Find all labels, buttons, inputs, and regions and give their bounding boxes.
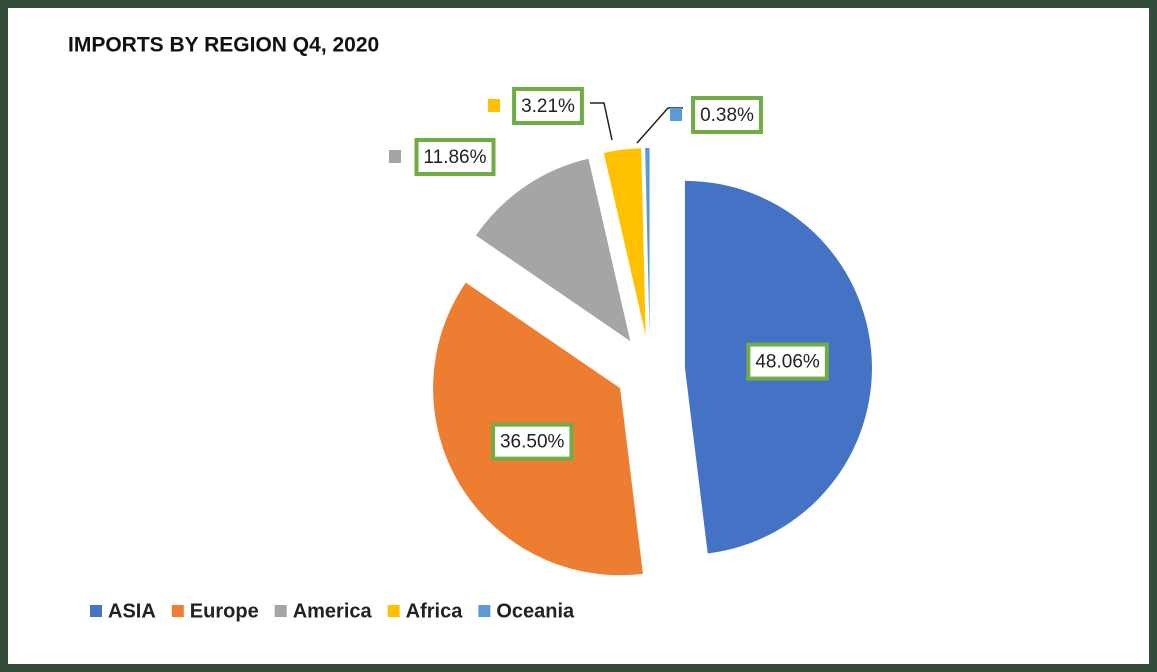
legend-key	[478, 605, 491, 617]
data-label: 36.50%	[500, 432, 565, 453]
data-label: 0.38%	[700, 105, 754, 126]
legend-key	[274, 605, 287, 617]
label-key	[670, 108, 682, 121]
pie-slice	[475, 158, 631, 342]
legend-label: America	[293, 600, 373, 622]
data-label: 48.06%	[755, 352, 820, 373]
legend-label: ASIA	[108, 600, 156, 622]
pie-slice	[603, 148, 646, 336]
data-label-box	[512, 87, 584, 125]
leader-line	[590, 102, 613, 141]
data-label-box	[746, 342, 829, 381]
data-label: 3.21%	[521, 96, 575, 117]
legend-label: Oceania	[496, 600, 575, 622]
label-key	[488, 99, 500, 112]
pie-slice	[645, 148, 650, 336]
legend-key	[90, 605, 102, 617]
legend-label: Europe	[190, 600, 259, 622]
legend-key	[387, 605, 400, 617]
data-label: 11.86%	[423, 147, 486, 168]
chart-title: IMPORTS BY REGION Q4, 2020	[68, 34, 379, 57]
data-label-box	[691, 96, 763, 134]
legend-label: Africa	[406, 600, 464, 622]
data-label-box	[490, 422, 574, 461]
legend-key	[171, 605, 184, 617]
data-label-box	[414, 138, 496, 176]
label-key	[389, 150, 401, 163]
